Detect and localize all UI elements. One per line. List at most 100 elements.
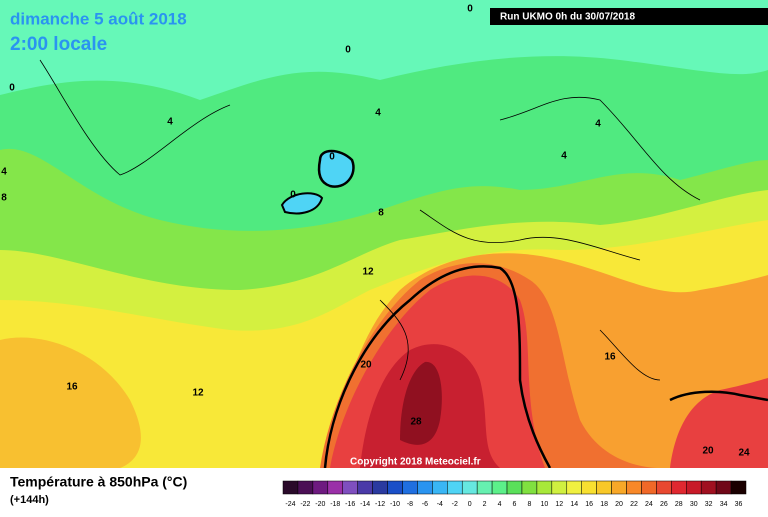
colorbar-swatch: [417, 480, 433, 495]
colorbar-label: 14: [570, 501, 578, 508]
contour-label: 20: [702, 446, 714, 457]
local-time: 2:00 locale: [10, 34, 107, 55]
colorbar-label: -8: [407, 501, 413, 508]
colorbar-label: 2: [483, 501, 487, 508]
colorbar-label: 30: [690, 501, 698, 508]
colorbar-swatch: [656, 480, 672, 495]
colorbar-label: -22: [300, 501, 310, 508]
contour-label: 12: [362, 267, 374, 278]
colorbar-label: -20: [315, 501, 325, 508]
coastline: [39, 59, 701, 381]
contour-label: 4: [1, 167, 7, 178]
contour-label: 16: [604, 352, 616, 363]
zone-24-east: [670, 378, 768, 468]
contour-label: 0: [290, 190, 296, 201]
colorbar-label: -18: [330, 501, 340, 508]
colorbar-label: -12: [375, 501, 385, 508]
colorbar-swatch: [342, 480, 358, 495]
colorbar: -24 -22 -20 -18 -16 -14 -12 -10 -8 -6 -4 -2 0 2 4 6 8 10 1…: [282, 480, 747, 508]
colorbar-label: -24: [285, 501, 295, 508]
colorbar-swatch: [686, 480, 702, 495]
contour-label: 16: [66, 382, 78, 393]
colorbar-swatch: [432, 480, 448, 495]
colorbar-swatch: [730, 480, 747, 495]
colorbar-swatch: [447, 480, 463, 495]
isotherm-20-east: [669, 390, 768, 402]
colorbar-label: 6: [513, 501, 517, 508]
colorbar-swatch: [596, 480, 612, 495]
colorbar-label: 26: [660, 501, 668, 508]
colorbar-label: 36: [735, 501, 743, 508]
cold-pocket: [317, 149, 355, 188]
colorbar-label: 22: [630, 501, 638, 508]
colorbar-swatch: [700, 480, 717, 495]
copyright: Copyright 2018 Meteociel.fr: [350, 457, 481, 468]
colorbar-swatch: [282, 480, 299, 495]
footer-title: Température à 850hPa (°C): [10, 474, 187, 490]
contour-label: 4: [167, 117, 173, 128]
colorbar-label: -16: [345, 501, 355, 508]
colorbar-label: -2: [452, 501, 458, 508]
colorbar-label: 8: [527, 501, 531, 508]
date: dimanche 5 août 2018: [10, 9, 187, 28]
colorbar-swatch: [521, 480, 538, 495]
contour-label: 0: [345, 45, 351, 56]
contour-label: 4: [375, 108, 381, 119]
colorbar-swatch: [387, 480, 403, 495]
colorbar-label: 34: [720, 501, 728, 508]
colorbar-swatch: [611, 480, 627, 495]
cold-pocket: [280, 192, 324, 215]
colorbar-label: -4: [437, 501, 443, 508]
colorbar-label: 32: [705, 501, 713, 508]
colorbar-label: 28: [675, 501, 683, 508]
colorbar-label: 12: [555, 501, 563, 508]
contour-label: 8: [1, 193, 7, 204]
colorbar-swatch: [566, 480, 582, 495]
colorbar-swatch: [581, 480, 597, 495]
colorbar-label: 18: [600, 501, 608, 508]
contour-label: 4: [595, 119, 601, 130]
colorbar-swatch: [461, 480, 478, 495]
contour-label: 12: [192, 388, 204, 399]
contour-label: 8: [378, 208, 384, 219]
colorbar-swatch: [312, 480, 329, 495]
colorbar-swatch: [402, 480, 418, 495]
colorbar-swatch: [491, 480, 508, 495]
colorbar-label: 20: [615, 501, 623, 508]
contour-label: 28: [410, 417, 422, 428]
colorbar-label: 0: [468, 501, 472, 508]
colorbar-swatch: [506, 480, 523, 495]
lead-time: (+144h): [10, 494, 49, 506]
colorbar-swatch: [372, 480, 388, 495]
map: [0, 0, 768, 469]
contour-label: 0: [9, 83, 15, 94]
colorbar-swatch: [626, 480, 642, 495]
contour-label: 20: [360, 360, 372, 371]
isotherm-20: [323, 265, 552, 469]
run-box: [490, 8, 768, 25]
zone-28: [400, 361, 442, 445]
colorbar-label: 16: [585, 501, 593, 508]
colorbar-label: 24: [645, 501, 653, 508]
colorbar-swatch: [297, 480, 314, 495]
colorbar-label: -6: [422, 501, 428, 508]
colorbar-label: 10: [540, 501, 548, 508]
contour-label: 24: [738, 448, 750, 459]
colorbar-swatch: [715, 480, 732, 495]
colorbar-swatch: [641, 480, 657, 495]
colorbar-label: -14: [360, 501, 370, 508]
zone-16-west: [0, 337, 141, 468]
contour-labels: 0 0 0 4 4 4 4 0 0 8 12 16 12 20 16 28 20…: [1, 4, 750, 459]
colorbar-swatch: [327, 480, 343, 495]
colorbar-swatch: [476, 480, 493, 495]
contour-label: 0: [467, 4, 473, 15]
contour-label: 4: [561, 151, 567, 162]
colorbar-swatch: [551, 480, 568, 495]
colorbar-label: -10: [390, 501, 400, 508]
colorbar-swatch: [671, 480, 687, 495]
contour-label: 0: [329, 152, 335, 163]
run-info: Run UKMO 0h du 30/07/2018: [500, 12, 635, 23]
colorbar-swatch: [357, 480, 373, 495]
colorbar-swatch: [536, 480, 553, 495]
